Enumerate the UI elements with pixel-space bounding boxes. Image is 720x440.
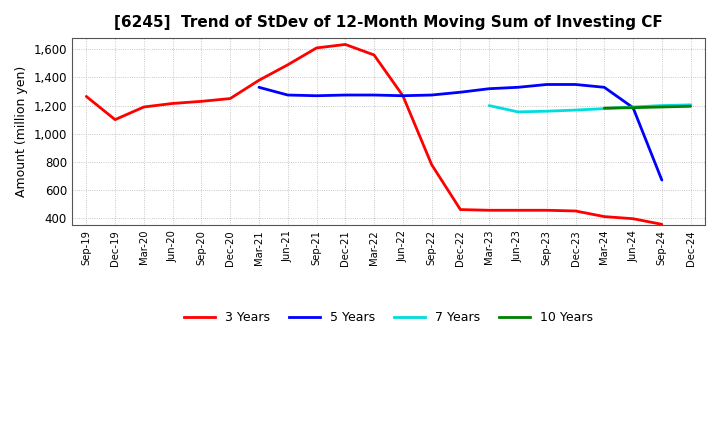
- Y-axis label: Amount (million yen): Amount (million yen): [15, 66, 28, 197]
- Legend: 3 Years, 5 Years, 7 Years, 10 Years: 3 Years, 5 Years, 7 Years, 10 Years: [179, 306, 598, 329]
- Title: [6245]  Trend of StDev of 12-Month Moving Sum of Investing CF: [6245] Trend of StDev of 12-Month Moving…: [114, 15, 663, 30]
